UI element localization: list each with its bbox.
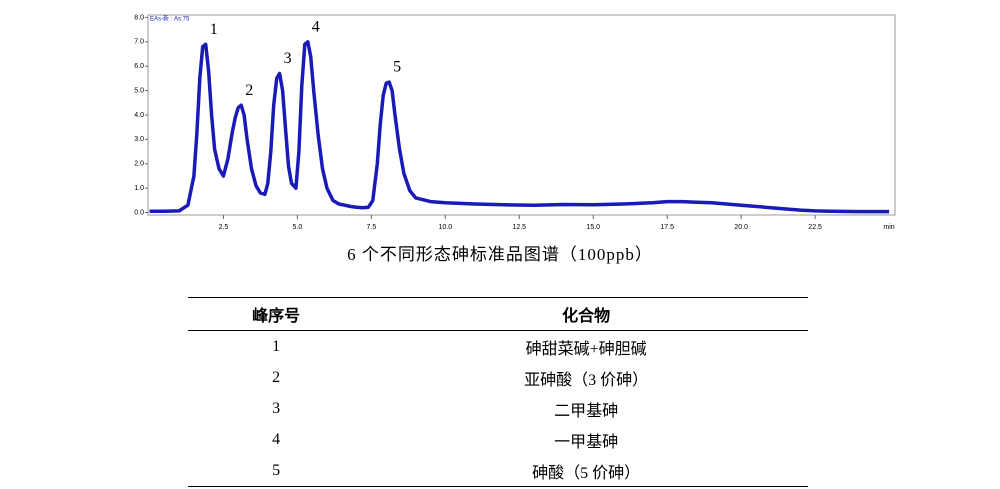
y-tick-label: 6.0	[134, 63, 144, 70]
table-cell: 5	[188, 455, 365, 487]
peak-label: 2	[245, 82, 253, 99]
series-label: EAs-新 : As:75	[150, 15, 190, 23]
table: 峰序号 化合物 1 砷甜菜碱+砷胆碱 2 亚砷酸（3 价砷） 3 二甲基砷 4 一甲基砷 5 砷酸…	[188, 297, 808, 487]
plot-frame	[147, 14, 896, 216]
table-cell: 1	[272, 337, 281, 355]
header-cell: 峰序号	[188, 297, 365, 331]
table-row: 2 亚砷酸（3 价砷）	[188, 362, 808, 393]
caption: 6 个不同形态砷标准品图谱（100ppb）	[347, 245, 653, 264]
y-tick-label: 1.0	[134, 185, 144, 192]
x-tick-label: 17.5	[660, 224, 674, 231]
y-tick-label: 2.0	[134, 161, 144, 168]
x-tick-label: 22.5	[808, 224, 822, 231]
table-cell: 亚砷酸（3 价砷）	[524, 371, 649, 389]
table-cell: 一甲基砷	[554, 433, 619, 451]
table-row: 4 一甲基砷	[188, 424, 808, 455]
chart: EAs-新 : As:75 min 0.0 1.0 2.0 3.0 4.0 5.0 6.0 7…	[134, 14, 896, 231]
peak-label: 4	[312, 19, 320, 36]
table-row: 1 砷甜菜碱+砷胆碱	[188, 331, 808, 363]
table-cell: 2	[272, 368, 281, 386]
y-tick-label: 4.0	[134, 112, 144, 119]
table-cell: 3	[272, 399, 281, 417]
x-axis-label: min	[883, 224, 894, 231]
y-tick-label: 5.0	[134, 87, 144, 94]
x-tick-label: 5.0	[293, 224, 303, 231]
table-cell: 4	[272, 430, 281, 448]
x-tick-label: 2.5	[219, 224, 229, 231]
y-tick-label: 8.0	[134, 14, 144, 21]
x-tick-label: 10.0	[439, 224, 453, 231]
peak-label: 5	[393, 59, 401, 76]
header-cell: 化合物	[364, 297, 808, 331]
table-row: 3 二甲基砷	[188, 393, 808, 424]
x-tick-label: 20.0	[734, 224, 748, 231]
x-tick-label: 7.5	[366, 224, 376, 231]
table-row: 5 砷酸（5 价砷）	[188, 455, 808, 487]
x-tick-label: 15.0	[586, 224, 600, 231]
peak-label: 1	[210, 21, 218, 38]
table-cell: 二甲基砷	[554, 402, 619, 420]
table-cell: 砷酸（5 价砷）	[364, 455, 808, 487]
peak-label: 3	[284, 50, 292, 67]
y-tick-label: 7.0	[134, 39, 144, 46]
x-tick-label: 12.5	[512, 224, 526, 231]
line-series	[149, 40, 890, 214]
table-cell: 砷甜菜碱+砷胆碱	[525, 340, 647, 358]
y-tick-label: 3.0	[134, 136, 144, 143]
y-tick-label: 0.0	[134, 209, 144, 216]
